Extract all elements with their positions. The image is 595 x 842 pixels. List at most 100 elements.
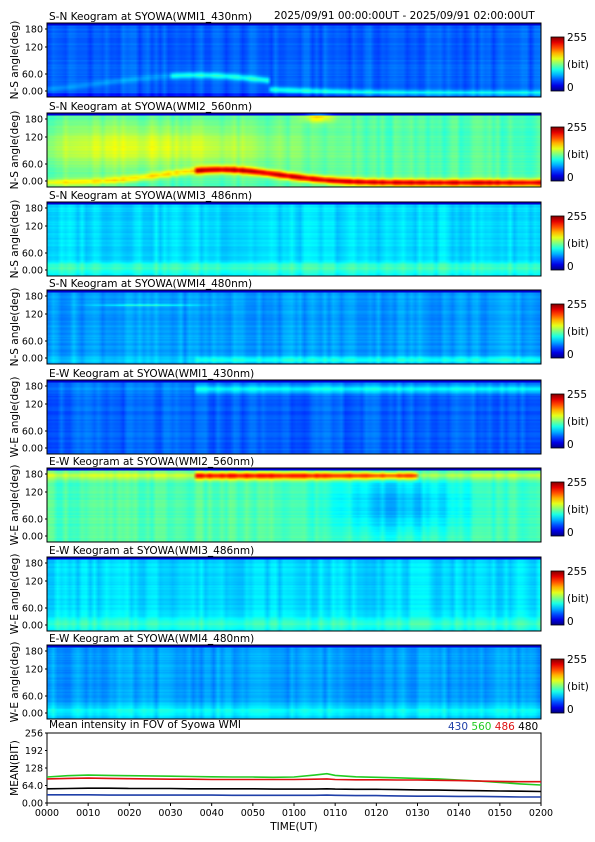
panel-title: S-N Keogram at SYOWA(WMI3_486nm) [49,190,252,202]
line-ytick-label: 0.00 [22,799,43,810]
panel-frame [46,201,542,277]
xtick-label: 0030 [158,808,182,819]
legend-480: 480 [518,721,539,733]
ytick-label: 120 [25,43,43,54]
colorbar [550,393,565,449]
keogram-panel-4: S-N Keogram at SYOWA(WMI4_480nm) 180 120 60… [9,278,589,366]
panel-title: E-W Keogram at SYOWA(WMI2_560nm) [49,456,254,468]
colorbar-min-label: 0 [567,704,574,716]
colorbar-min-label: 0 [567,616,574,628]
xtick-label: 0100 [282,808,306,819]
xlabel: TIME(UT) [269,821,318,833]
ytick-label: 0.00 [22,87,43,98]
keogram-image [47,23,541,97]
ytick-label: 60.0 [22,160,43,171]
colorbar-max-label: 255 [567,211,587,223]
ylabel: W-E angle(deg) [9,642,21,723]
xtick-label: 0120 [364,808,388,819]
colorbar-unit-label: (bit) [567,326,589,338]
colorbar-min-label: 0 [567,349,574,361]
ylabel: W-E angle(deg) [9,554,21,635]
colorbar [550,126,565,182]
keogram-panel-5: E-W Keogram at SYOWA(WMI1_430nm) 180 120 60… [9,368,589,457]
panel-frame [46,467,542,543]
colorbar-min-label: 0 [567,439,574,451]
ytick-label: 120 [25,665,43,676]
colorbar-max-label: 255 [567,654,587,666]
ytick-label: 0.00 [22,709,43,720]
ytick-label: 120 [25,310,43,321]
series-line-430 [47,793,541,798]
ytick-label: 0.00 [22,177,43,188]
keogram-image [47,290,541,364]
colorbar-min-label: 0 [567,172,574,184]
ylabel: W-E angle(deg) [9,465,21,546]
ytick-label: 0.00 [22,354,43,365]
keogram-panel-2: S-N Keogram at SYOWA(WMI2_560nm) 180 120 60… [9,101,589,189]
ytick-label: 120 [25,488,43,499]
colorbar-max-label: 255 [567,299,587,311]
keogram-panel-1: S-N Keogram at SYOWA(WMI1_430nm) 180 120 60… [9,11,589,99]
ytick-label: 120 [25,133,43,144]
line-ytick-label: 128 [25,764,43,775]
line-ylabel: MEAN(BIT) [9,740,21,796]
colorbar [550,215,565,271]
colorbar-max-label: 255 [567,477,587,489]
legend-486: 486 [494,721,515,733]
ylabel: W-E angle(deg) [9,377,21,458]
ytick-label: 180 [25,382,43,393]
panel-title: E-W Keogram at SYOWA(WMI3_486nm) [49,545,254,557]
colorbar [550,303,565,359]
panel-title: E-W Keogram at SYOWA(WMI4_480nm) [49,633,254,645]
colorbar-min-label: 0 [567,82,574,94]
keogram-panel-6: E-W Keogram at SYOWA(WMI2_560nm) 180 120 60… [9,456,589,545]
xtick-label: 0020 [117,808,141,819]
panel-frame [46,379,542,455]
series-line-480 [46,787,542,793]
ytick-label: 120 [25,222,43,233]
ytick-label: 180 [25,115,43,126]
ylabel: N-S angle(deg) [9,288,21,367]
ytick-label: 180 [25,559,43,570]
panel-frame [46,112,542,188]
ylabel: N-S angle(deg) [9,111,21,190]
colorbar-unit-label: (bit) [567,416,589,428]
xtick-label: 0010 [76,808,100,819]
ytick-label: 60.0 [22,337,43,348]
ytick-label: 120 [25,400,43,411]
legend-430: 430 [448,721,469,733]
ytick-label: 0.00 [22,532,43,543]
colorbar-min-label: 0 [567,261,574,273]
keogram-panel-7: E-W Keogram at SYOWA(WMI3_486nm) 180 120 60… [9,545,589,634]
ytick-label: 60.0 [22,604,43,615]
colorbar-max-label: 255 [567,32,587,44]
ytick-label: 120 [25,577,43,588]
colorbar-unit-label: (bit) [567,59,589,71]
panel-frame [46,556,542,632]
colorbar-unit-label: (bit) [567,593,589,605]
ytick-label: 0.00 [22,266,43,277]
ytick-label: 180 [25,25,43,36]
line-ytick-label: 64.0 [22,781,43,792]
xtick-label: 0000 [35,808,59,819]
ytick-label: 180 [25,647,43,658]
panel-title: S-N Keogram at SYOWA(WMI2_560nm) [49,101,252,113]
colorbar-unit-label: (bit) [567,238,589,250]
panel-title: E-W Keogram at SYOWA(WMI1_430nm) [49,368,254,380]
colorbar [550,570,565,626]
keogram-image [47,468,541,542]
colorbar-min-label: 0 [567,527,574,539]
colorbar-unit-label: (bit) [567,149,589,161]
panel-frame [46,644,542,720]
colorbar [550,481,565,537]
keogram-panel-3: S-N Keogram at SYOWA(WMI3_486nm) 180 120 60… [9,190,589,278]
xtick-label: 0200 [529,808,553,819]
xtick-label: 0110 [323,808,347,819]
legend-560: 560 [471,721,492,733]
ytick-label: 180 [25,292,43,303]
ytick-label: 60.0 [22,427,43,438]
ytick-label: 0.00 [22,444,43,455]
keogram-image [47,645,541,719]
